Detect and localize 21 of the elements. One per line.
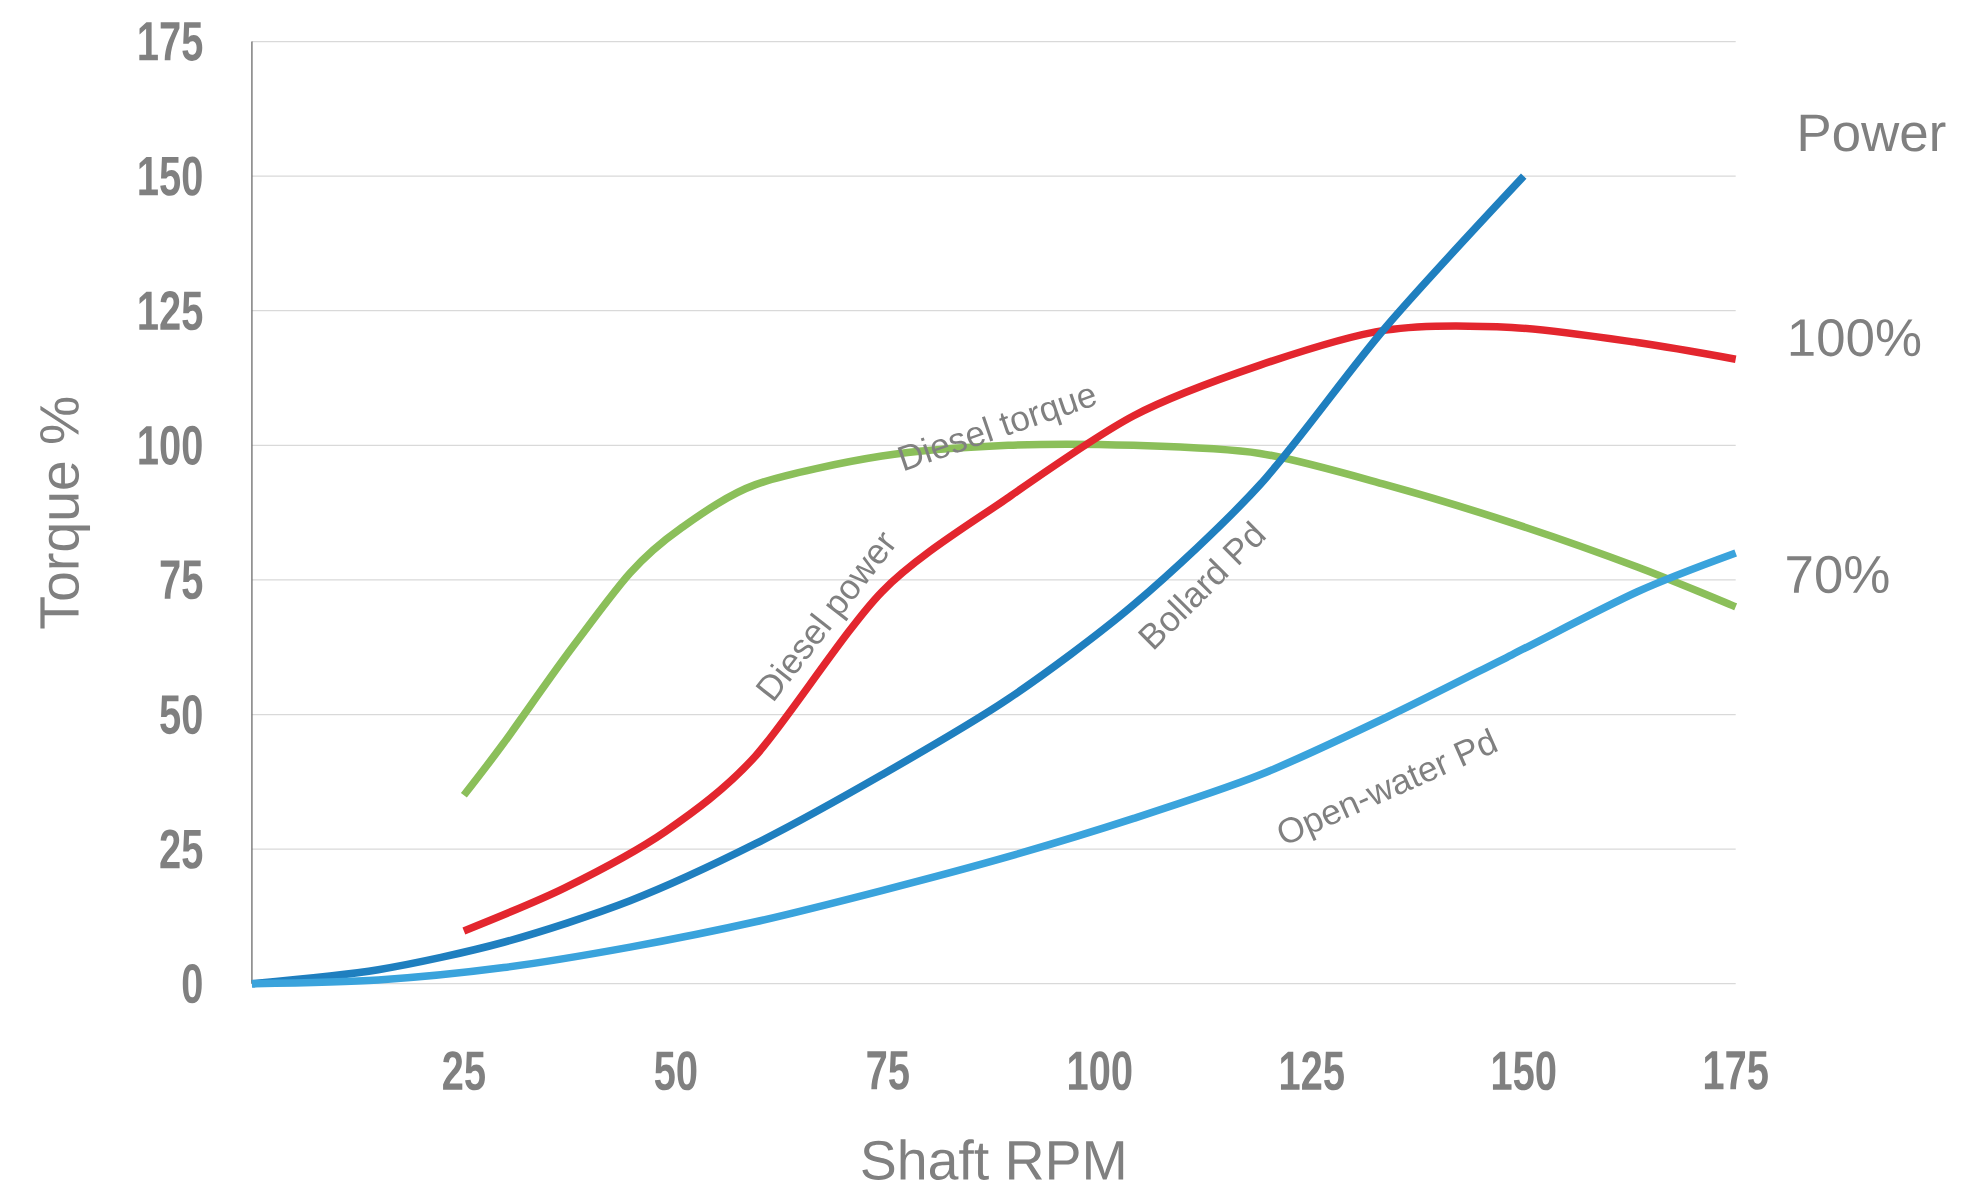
text: Power [1800,114,1946,152]
y-tick-label: 100 [139,425,202,466]
text: 100% [1790,319,1921,357]
y-tick-label: 125 [139,291,203,331]
y-axis-title: Torque % [40,397,91,629]
y-tick-label: 150 [139,156,202,196]
y-tick-label: 75 [160,560,203,600]
y-tick-label: 50 [160,695,202,735]
text: Diesel torque [897,388,1096,471]
y-tick-label: 0 [182,964,202,1004]
text: 70% [1787,556,1889,594]
x-tick-label: 25 [443,1051,485,1091]
x-tick-label: 125 [1280,1051,1344,1091]
x-axis-title: Shaft RPM [862,1139,1124,1181]
y-tick-label: 25 [160,829,203,869]
x-tick-label: 75 [867,1051,909,1091]
x-tick-label: 50 [654,1051,697,1091]
x-tick-label: 175 [1704,1051,1768,1091]
x-tick-label: 100 [1069,1051,1132,1091]
x-tick-label: 150 [1492,1051,1556,1091]
y-tick-label: 175 [139,22,203,62]
